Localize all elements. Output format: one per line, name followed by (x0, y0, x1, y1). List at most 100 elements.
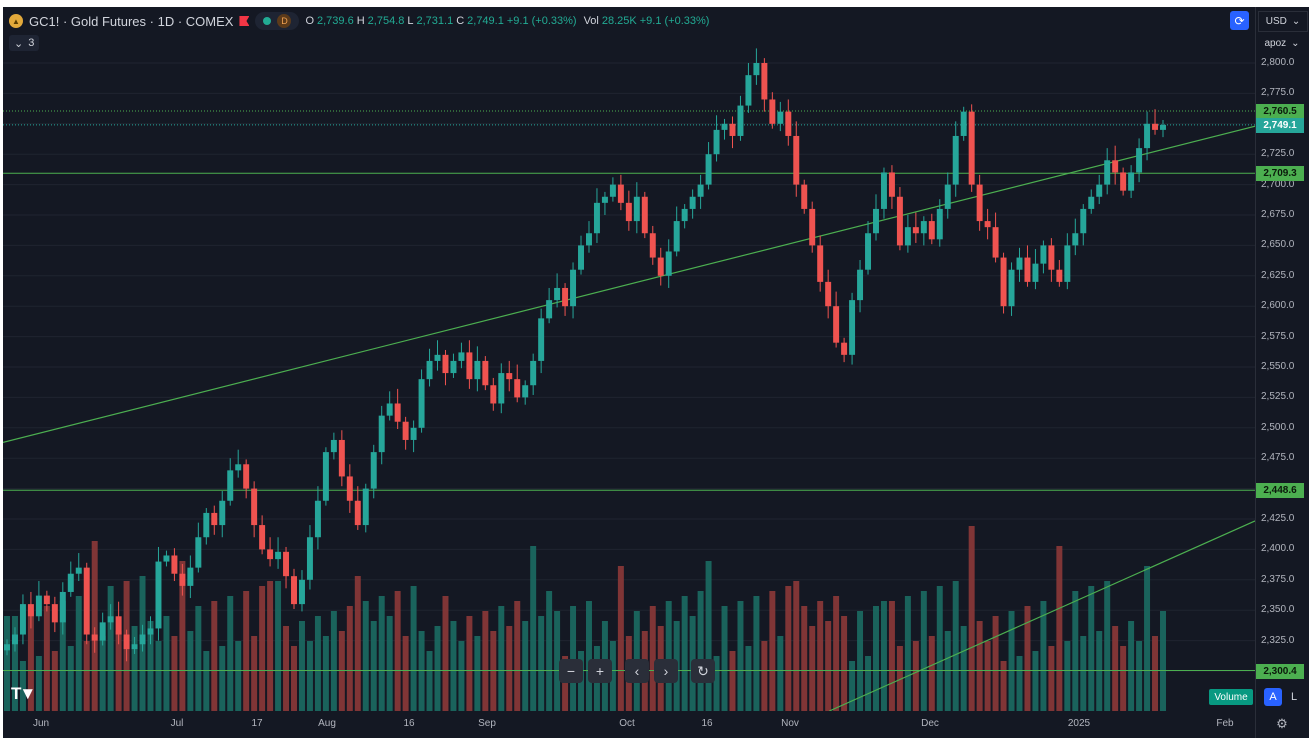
candle (1064, 233, 1071, 290)
price-tick-label: 2,400.0 (1261, 543, 1295, 555)
volume-bar (466, 616, 473, 711)
ohlc-open-label: O (305, 15, 314, 27)
level-price-label: 2,300.4 (1256, 663, 1304, 679)
volume-bar (211, 601, 218, 711)
volume-bar (283, 626, 290, 711)
volume-bar (179, 561, 186, 711)
scale-mode-button[interactable]: apoz ⌄ (1264, 38, 1300, 49)
volume-bar (609, 641, 616, 711)
candle (1144, 111, 1151, 161)
candle (833, 291, 840, 348)
candle (1088, 189, 1095, 214)
scroll-right-button[interactable]: › (654, 659, 678, 683)
ohlc-change-value: +9.1 (+0.33%) (506, 15, 577, 27)
candle (809, 201, 816, 253)
candle (888, 165, 895, 209)
sync-icon[interactable]: ⟳ (1230, 11, 1249, 30)
volume-bar (514, 601, 521, 711)
candle (298, 570, 305, 612)
candle (434, 340, 441, 371)
volume-bar (362, 601, 369, 711)
zoom-out-button[interactable]: − (559, 659, 583, 683)
price-tick-label: 2,650.0 (1261, 239, 1295, 251)
volume-bar (833, 596, 840, 711)
volume-bar (617, 566, 624, 711)
volume-bar (506, 626, 513, 711)
time-tick-label: Aug (318, 718, 336, 729)
candle (235, 449, 242, 478)
candle (163, 550, 170, 567)
candle (665, 239, 672, 288)
scroll-left-button[interactable]: ‹ (625, 659, 649, 683)
volume-bar (745, 646, 752, 711)
candle (904, 215, 911, 253)
volume-bar (713, 656, 720, 711)
symbol-title[interactable]: GC1! · Gold Futures · 1D · COMEX (29, 13, 234, 29)
candle (1016, 247, 1023, 282)
volume-bar (330, 611, 337, 711)
trendlines[interactable] (3, 125, 1255, 711)
auto-scale-button[interactable]: A (1264, 688, 1282, 706)
volume-bar (721, 606, 728, 711)
volume-bar (912, 641, 919, 711)
candle (251, 481, 258, 538)
gold-symbol-icon: ▲ (9, 14, 23, 28)
candle (466, 340, 473, 389)
candle (4, 639, 10, 656)
settings-gear-icon[interactable]: ⚙ (1276, 716, 1288, 731)
candle (410, 420, 417, 453)
volume-bar (243, 591, 250, 711)
volume-bar (410, 586, 417, 711)
volume-bar (1144, 566, 1151, 711)
currency-button[interactable]: USD ⌄ (1258, 11, 1308, 32)
candle (338, 430, 345, 487)
candle (968, 104, 975, 192)
chart-plot-area[interactable] (3, 7, 1255, 711)
volume-bar (306, 641, 313, 711)
candle (825, 269, 832, 319)
candle (984, 208, 991, 240)
volume-bar (920, 591, 927, 711)
candle (1048, 238, 1055, 282)
price-tick-label: 2,700.0 (1261, 178, 1295, 190)
time-tick-label: 16 (701, 718, 713, 729)
candle (865, 221, 872, 275)
candle (1152, 109, 1159, 135)
volume-bars (4, 526, 1166, 711)
volume-bar (482, 611, 489, 711)
flag-icon (239, 16, 250, 26)
candle (330, 432, 337, 460)
ohlc-high-value: 2,754.8 (367, 15, 405, 27)
candle (1104, 148, 1111, 195)
volume-bar (538, 616, 545, 711)
ohlc-low-label: L (407, 15, 414, 27)
reset-chart-button[interactable]: ↻ (691, 659, 715, 683)
candle (314, 486, 321, 550)
candle (211, 505, 218, 535)
last-price-label: 2,749.1 (1256, 117, 1304, 133)
market-status-pill[interactable]: D (255, 12, 300, 30)
tradingview-logo-icon[interactable]: T▼ (11, 684, 36, 703)
volume-bar (43, 606, 50, 711)
volume-bar (1080, 636, 1087, 711)
volume-bar (19, 661, 26, 711)
candle (857, 259, 864, 313)
zoom-in-button[interactable]: + (588, 659, 612, 683)
candle (625, 190, 632, 231)
log-scale-button[interactable]: L (1290, 691, 1298, 703)
volume-badge[interactable]: Volume (1209, 689, 1253, 705)
volume-bar (817, 601, 824, 711)
indicator-collapse-button[interactable]: ⌄ 3 (9, 35, 40, 51)
candle (147, 616, 154, 645)
volume-bar (769, 591, 776, 711)
volume-bar (107, 586, 114, 711)
volume-bar (458, 641, 465, 711)
time-tick-label: Oct (619, 718, 635, 729)
price-tick-label: 2,525.0 (1261, 391, 1295, 403)
candle (880, 167, 887, 219)
volume-bar (1040, 601, 1047, 711)
volume-bar (729, 651, 736, 711)
candle (601, 191, 608, 215)
candle (1056, 259, 1063, 287)
candle (586, 221, 592, 253)
